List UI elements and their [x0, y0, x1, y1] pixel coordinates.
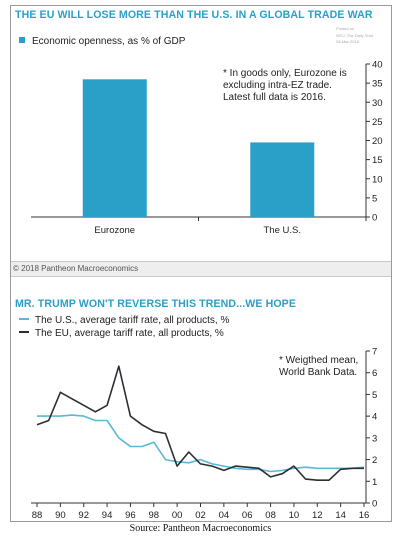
y-tick-label: 3	[372, 433, 377, 444]
y-tick-label: 7	[372, 347, 377, 358]
note-line: World Bank Data.	[279, 367, 358, 378]
x-tick-label: 16	[359, 510, 370, 521]
posted-line: WSJ. The Daily Shot	[336, 32, 373, 38]
x-tick-label: 12	[312, 510, 323, 521]
panel-tariffs: MR. TRUMP WON'T REVERSE THIS TREND...WE …	[11, 277, 391, 521]
us-legend-swatch	[19, 318, 29, 320]
us-legend: The U.S., average tariff rate, all produ…	[19, 315, 229, 326]
y-tick-label: 5	[372, 390, 377, 401]
note-line: Latest full data is 2016.	[223, 92, 326, 103]
note-line: * Weigthed mean,	[279, 355, 359, 366]
copyright-bar: © 2018 Pantheon Macroeconomics	[11, 261, 391, 277]
tariff-note: * Weigthed mean, World Bank Data.	[279, 355, 358, 379]
x-tick-label: 08	[265, 510, 276, 521]
y-tick-label: 6	[372, 368, 377, 379]
x-tick-label: 96	[125, 510, 136, 521]
panel2-title: MR. TRUMP WON'T REVERSE THIS TREND...WE …	[15, 298, 296, 310]
panel-openness: THE EU WILL LOSE MORE THAN THE U.S. IN A…	[11, 6, 391, 261]
y-tick-label: 20	[372, 136, 383, 147]
panel1-title: THE EU WILL LOSE MORE THAN THE U.S. IN A…	[15, 9, 373, 21]
x-tick-label: 10	[289, 510, 300, 521]
x-tick-label: 88	[32, 510, 43, 521]
eu-legend: The EU, average tariff rate, all product…	[19, 328, 224, 339]
x-tick-label: 14	[335, 510, 346, 521]
x-tick-label: 02	[195, 510, 206, 521]
bar-chart: 0 5 10 15 20 25 30 35 40 Eurozone The U.S.	[31, 60, 383, 236]
x-tick-label: 98	[148, 510, 159, 521]
y-tick-label: 2	[372, 455, 377, 466]
bar-legend: Economic openness, as % of GDP	[19, 36, 185, 47]
y-tick-label: 4	[372, 412, 377, 423]
eu-legend-label: The EU, average tariff rate, all product…	[35, 328, 224, 339]
posted-line: Posted on	[336, 26, 355, 31]
note-line: excluding intra-EZ trade.	[223, 80, 332, 91]
x-tick-label: The U.S.	[264, 225, 302, 236]
y-tick-label: 10	[372, 174, 383, 185]
bar-legend-swatch	[19, 37, 25, 43]
bar	[82, 79, 147, 217]
y-tick-label: 15	[372, 155, 383, 166]
chart-frame: THE EU WILL LOSE MORE THAN THE U.S. IN A…	[10, 5, 392, 522]
bar	[250, 142, 315, 217]
y-tick-label: 0	[372, 499, 377, 510]
y-tick-label: 30	[372, 98, 383, 109]
copyright-text: © 2018 Pantheon Macroeconomics	[13, 264, 139, 273]
y-tick-label: 0	[372, 213, 377, 224]
us-series-line	[37, 414, 365, 473]
posted-stamp: Posted on WSJ. The Daily Shot 08-Mar-201…	[336, 26, 373, 46]
x-tick-label: 04	[219, 510, 230, 521]
openness-note: * In goods only, Eurozone is excluding i…	[223, 68, 347, 104]
x-tick-label: 06	[242, 510, 253, 521]
eu-series-line	[36, 365, 364, 481]
x-tick-label: 90	[55, 510, 66, 521]
x-tick-label: 94	[102, 510, 113, 521]
us-legend-label: The U.S., average tariff rate, all produ…	[35, 315, 230, 326]
bar-legend-label: Economic openness, as % of GDP	[32, 36, 186, 47]
eu-legend-swatch	[19, 331, 29, 333]
x-tick-label: 92	[78, 510, 89, 521]
source-caption: Source: Pantheon Macroeconomics	[129, 523, 272, 534]
posted-line: 08-Mar-2018	[336, 39, 360, 44]
y-tick-label: 5	[372, 193, 377, 204]
x-tick-label: 00	[172, 510, 183, 521]
note-line: * In goods only, Eurozone is	[223, 68, 347, 79]
y-tick-label: 1	[372, 477, 377, 488]
y-tick-label: 35	[372, 79, 383, 90]
y-tick-label: 40	[372, 60, 383, 71]
y-tick-label: 25	[372, 117, 383, 128]
x-tick-label: Eurozone	[94, 225, 135, 236]
